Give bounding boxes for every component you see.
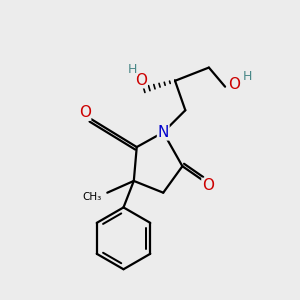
Text: O: O: [228, 77, 240, 92]
Text: CH₃: CH₃: [83, 192, 102, 202]
Text: H: H: [128, 62, 137, 76]
Text: O: O: [135, 73, 147, 88]
Text: H: H: [242, 70, 252, 83]
Text: O: O: [79, 105, 91, 120]
Text: N: N: [158, 125, 169, 140]
Text: O: O: [202, 178, 214, 194]
